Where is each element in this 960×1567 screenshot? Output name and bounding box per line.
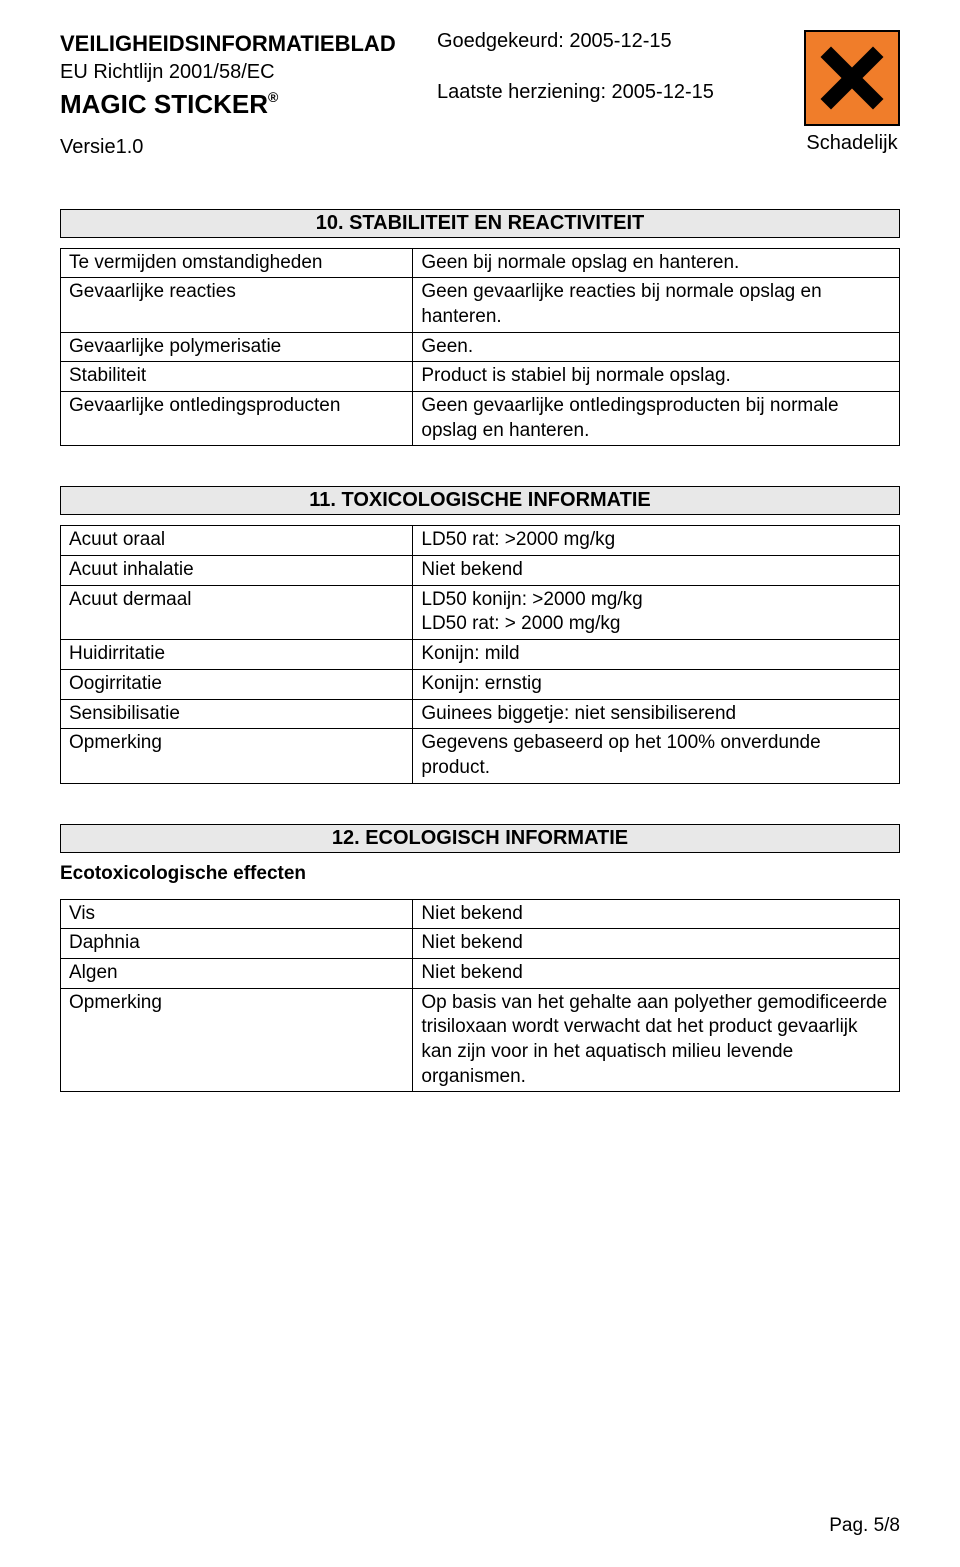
section-11-heading: 11. TOXICOLOGISCHE INFORMATIE — [60, 486, 900, 515]
section-11-row-4-label: Oogirritatie — [61, 669, 413, 699]
table-row: AlgenNiet bekend — [61, 958, 900, 988]
section-11-row-3-value: Konijn: mild — [413, 640, 900, 670]
table-row: HuidirritatieKonijn: mild — [61, 640, 900, 670]
table-row: OpmerkingGegevens gebaseerd op het 100% … — [61, 729, 900, 783]
table-row: SensibilisatieGuinees biggetje: niet sen… — [61, 699, 900, 729]
harmful-x-icon — [817, 43, 887, 113]
section-10-row-3-label: Stabiliteit — [61, 362, 413, 392]
table-row: Acuut inhalatieNiet bekend — [61, 556, 900, 586]
section-11-row-3-label: Huidirritatie — [61, 640, 413, 670]
header-center: Goedgekeurd: 2005-12-15 Laatste herzieni… — [427, 30, 804, 104]
section-11-row-2-label: Acuut dermaal — [61, 585, 413, 639]
section-11-row-6-value: Gegevens gebaseerd op het 100% onverdund… — [413, 729, 900, 783]
approved-date: Goedgekeurd: 2005-12-15 — [437, 30, 804, 53]
table-row: DaphniaNiet bekend — [61, 929, 900, 959]
section-10-row-1-label: Gevaarlijke reacties — [61, 278, 413, 332]
header-left: VEILIGHEIDSINFORMATIEBLAD EU Richtlijn 2… — [60, 30, 427, 159]
page-number: Pag. 5/8 — [829, 1515, 900, 1537]
table-row: OogirritatieKonijn: ernstig — [61, 669, 900, 699]
table-row: Te vermijden omstandighedenGeen bij norm… — [61, 248, 900, 278]
table-row: OpmerkingOp basis van het gehalte aan po… — [61, 988, 900, 1092]
section-11-row-5-label: Sensibilisatie — [61, 699, 413, 729]
product-name: MAGIC STICKER® — [60, 89, 427, 120]
section-12-row-1-value: Niet bekend — [413, 929, 900, 959]
table-row: Acuut dermaalLD50 konijn: >2000 mg/kg LD… — [61, 585, 900, 639]
revised-date: Laatste herziening: 2005-12-15 — [437, 81, 804, 104]
section-12-row-2-label: Algen — [61, 958, 413, 988]
table-row: Gevaarlijke polymerisatieGeen. — [61, 332, 900, 362]
section-12-row-3-label: Opmerking — [61, 988, 413, 1092]
section-11-row-5-value: Guinees biggetje: niet sensibiliserend — [413, 699, 900, 729]
section-12-row-0-label: Vis — [61, 899, 413, 929]
section-12-table: VisNiet bekendDaphniaNiet bekendAlgenNie… — [60, 899, 900, 1093]
table-row: StabiliteitProduct is stabiel bij normal… — [61, 362, 900, 392]
header-right: Schadelijk — [804, 30, 900, 155]
section-10-row-2-value: Geen. — [413, 332, 900, 362]
section-12-row-3-value: Op basis van het gehalte aan polyether g… — [413, 988, 900, 1092]
section-12-row-2-value: Niet bekend — [413, 958, 900, 988]
section-11-row-0-label: Acuut oraal — [61, 526, 413, 556]
section-10-heading: 10. STABILITEIT EN REACTIVITEIT — [60, 209, 900, 238]
section-10-row-0-value: Geen bij normale opslag en hanteren. — [413, 248, 900, 278]
section-11-row-1-label: Acuut inhalatie — [61, 556, 413, 586]
doc-title: VEILIGHEIDSINFORMATIEBLAD — [60, 30, 427, 59]
section-10-row-2-label: Gevaarlijke polymerisatie — [61, 332, 413, 362]
version-text: Versie1.0 — [60, 136, 427, 159]
section-11-row-1-value: Niet bekend — [413, 556, 900, 586]
section-12-row-1-label: Daphnia — [61, 929, 413, 959]
section-11-row-2-value: LD50 konijn: >2000 mg/kg LD50 rat: > 200… — [413, 585, 900, 639]
table-row: Acuut oraalLD50 rat: >2000 mg/kg — [61, 526, 900, 556]
section-11-table: Acuut oraalLD50 rat: >2000 mg/kgAcuut in… — [60, 525, 900, 783]
section-12-row-0-value: Niet bekend — [413, 899, 900, 929]
section-10-row-3-value: Product is stabiel bij normale opslag. — [413, 362, 900, 392]
section-10-row-4-value: Geen gevaarlijke ontledingsproducten bij… — [413, 392, 900, 446]
section-10-row-4-label: Gevaarlijke ontledingsproducten — [61, 392, 413, 446]
hazard-label: Schadelijk — [806, 132, 897, 155]
table-row: VisNiet bekend — [61, 899, 900, 929]
section-10-row-0-label: Te vermijden omstandigheden — [61, 248, 413, 278]
table-row: Gevaarlijke reactiesGeen gevaarlijke rea… — [61, 278, 900, 332]
hazard-icon — [804, 30, 900, 126]
section-10-table: Te vermijden omstandighedenGeen bij norm… — [60, 248, 900, 447]
document-header: VEILIGHEIDSINFORMATIEBLAD EU Richtlijn 2… — [60, 30, 900, 159]
product-name-text: MAGIC STICKER — [60, 89, 268, 119]
section-12-subtitle: Ecotoxicologische effecten — [60, 863, 900, 885]
section-11-row-0-value: LD50 rat: >2000 mg/kg — [413, 526, 900, 556]
registered-mark: ® — [268, 89, 278, 105]
section-12-heading: 12. ECOLOGISCH INFORMATIE — [60, 824, 900, 853]
section-10-row-1-value: Geen gevaarlijke reacties bij normale op… — [413, 278, 900, 332]
doc-subtitle: EU Richtlijn 2001/58/EC — [60, 59, 427, 85]
table-row: Gevaarlijke ontledingsproductenGeen geva… — [61, 392, 900, 446]
section-11-row-4-value: Konijn: ernstig — [413, 669, 900, 699]
section-11-row-6-label: Opmerking — [61, 729, 413, 783]
